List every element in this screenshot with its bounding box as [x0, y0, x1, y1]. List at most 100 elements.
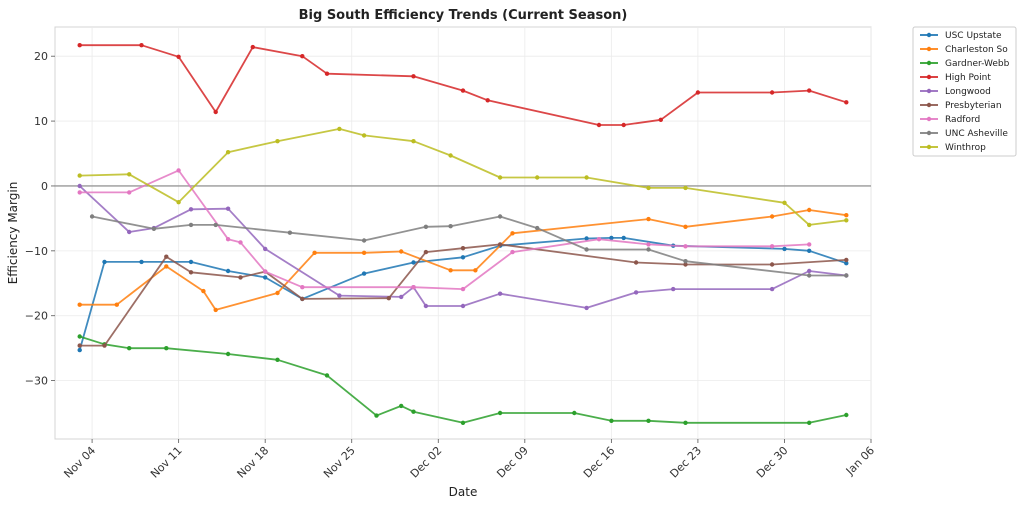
- data-point: [151, 226, 157, 231]
- x-axis-label: Date: [449, 485, 478, 499]
- legend-entry: Radford: [945, 115, 980, 125]
- data-point: [225, 150, 231, 155]
- data-point: [77, 183, 82, 189]
- data-point: [188, 270, 194, 275]
- data-point: [658, 117, 663, 123]
- series-unc-asheville: [89, 214, 849, 278]
- data-point: [361, 238, 367, 243]
- data-point: [633, 290, 639, 295]
- data-point: [127, 190, 132, 195]
- y-axis: −30 −20 −10 0 10 20: [25, 50, 55, 388]
- series-layer: [77, 43, 849, 425]
- data-point: [127, 172, 132, 177]
- data-point: [448, 153, 453, 158]
- data-point: [337, 126, 342, 132]
- data-point: [621, 122, 626, 128]
- data-point: [225, 237, 231, 242]
- data-point: [584, 236, 589, 241]
- data-point: [374, 413, 379, 418]
- legend-entry: Gardner-Webb: [945, 59, 1010, 69]
- data-point: [399, 403, 404, 409]
- data-point: [695, 90, 701, 95]
- legend-marker: [926, 144, 932, 150]
- data-point: [584, 247, 589, 252]
- data-point: [337, 293, 342, 298]
- data-point: [844, 218, 849, 223]
- data-point: [411, 260, 416, 265]
- data-point: [201, 288, 206, 294]
- data-point: [497, 175, 503, 180]
- data-point: [609, 418, 614, 423]
- data-point: [646, 216, 651, 222]
- data-point: [584, 175, 589, 180]
- data-point: [683, 224, 688, 229]
- data-point: [807, 420, 812, 425]
- plot-area: [54, 26, 872, 440]
- legend-marker: [926, 130, 932, 136]
- data-point: [423, 224, 429, 229]
- legend-marker: [926, 116, 932, 122]
- data-point: [225, 268, 231, 274]
- data-point: [423, 249, 429, 255]
- data-point: [807, 88, 812, 93]
- data-point: [300, 296, 305, 302]
- data-point: [473, 268, 478, 273]
- data-point: [782, 246, 787, 252]
- data-point: [127, 346, 132, 351]
- data-point: [263, 269, 268, 274]
- data-point: [807, 273, 812, 278]
- data-point: [844, 261, 849, 266]
- data-point: [596, 122, 602, 128]
- series-radford: [77, 168, 812, 292]
- legend-marker: [926, 60, 932, 66]
- data-point: [89, 214, 95, 219]
- data-point: [411, 74, 416, 79]
- data-point: [77, 302, 82, 307]
- data-point: [213, 307, 218, 313]
- data-point: [646, 418, 651, 423]
- data-point: [411, 139, 416, 144]
- y-tick-label: 10: [34, 115, 48, 128]
- data-point: [497, 242, 503, 247]
- data-point: [361, 271, 367, 276]
- data-point: [633, 260, 639, 265]
- data-point: [324, 373, 330, 378]
- data-point: [609, 235, 614, 241]
- data-point: [263, 246, 268, 252]
- data-point: [769, 286, 775, 292]
- data-point: [485, 98, 490, 103]
- data-point: [646, 242, 651, 247]
- data-point: [250, 44, 255, 50]
- data-point: [510, 231, 515, 236]
- data-point: [671, 286, 676, 292]
- data-point: [300, 285, 305, 290]
- legend-entry: High Point: [945, 73, 991, 83]
- legend-entry: UNC Asheville: [945, 129, 1008, 139]
- data-point: [769, 214, 775, 219]
- data-point: [77, 190, 82, 195]
- data-point: [535, 225, 540, 231]
- data-point: [844, 213, 849, 218]
- legend: USC Upstate Charleston So Gardner-Webb High…: [912, 26, 1017, 157]
- data-point: [683, 420, 688, 425]
- data-point: [275, 290, 280, 296]
- data-point: [287, 230, 293, 235]
- data-point: [807, 248, 812, 253]
- data-point: [460, 88, 466, 93]
- data-point: [176, 200, 181, 205]
- data-point: [460, 420, 466, 425]
- data-point: [596, 237, 602, 242]
- data-point: [77, 43, 82, 48]
- data-point: [114, 302, 120, 307]
- data-point: [263, 275, 268, 280]
- legend-marker: [926, 88, 932, 94]
- data-point: [572, 410, 577, 416]
- data-point: [460, 303, 466, 309]
- series-longwood: [77, 183, 849, 311]
- data-point: [460, 255, 466, 260]
- data-point: [683, 262, 688, 267]
- data-point: [312, 250, 317, 255]
- data-point: [77, 343, 82, 348]
- data-point: [77, 334, 82, 339]
